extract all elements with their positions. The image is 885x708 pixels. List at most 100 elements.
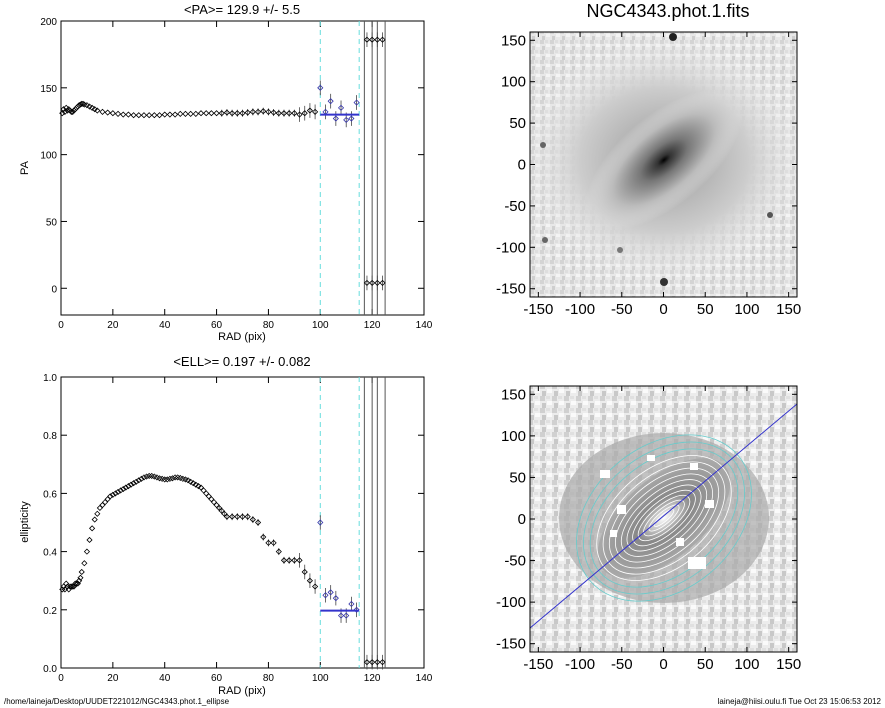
x-tick-label: 140 xyxy=(416,320,433,331)
data-point xyxy=(94,510,101,517)
y-tick-label: 0.6 xyxy=(43,489,57,500)
data-point xyxy=(83,102,90,109)
img-x-tick-label: -50 xyxy=(611,656,633,673)
data-point xyxy=(379,36,386,43)
data-point xyxy=(337,104,345,111)
data-point xyxy=(195,483,202,490)
data-point xyxy=(81,560,88,567)
data-point xyxy=(265,108,272,115)
isophote-ellipse xyxy=(653,509,675,527)
data-point xyxy=(218,110,225,117)
data-point xyxy=(296,111,303,118)
data-point xyxy=(312,108,319,115)
data-point xyxy=(177,474,184,482)
pa-plot-ylabel: PA xyxy=(19,160,31,175)
img-x-tick-label: -50 xyxy=(611,301,633,318)
isophote-image-ticks: -150 -100 -50 0 50 100 150 150 100 50 0 -50 -100 -150 xyxy=(496,386,801,673)
data-point xyxy=(223,109,231,116)
x-tick-label: 100 xyxy=(312,673,329,684)
data-point xyxy=(156,475,163,482)
data-point xyxy=(91,106,98,113)
data-point xyxy=(153,474,161,481)
y-tick-label: 150 xyxy=(40,84,57,95)
data-point xyxy=(151,473,158,480)
data-point xyxy=(59,110,66,117)
data-point xyxy=(164,476,171,483)
data-point xyxy=(332,115,339,122)
data-point xyxy=(166,111,173,118)
x-tick-label: 120 xyxy=(364,673,381,684)
img-x-tick-label: 0 xyxy=(659,656,667,673)
data-point xyxy=(120,111,127,118)
img-y-tick-label: -150 xyxy=(496,636,526,653)
ell-plot: <ELL>= 0.197 +/- 0.082 RAD (pix) ellipti… xyxy=(19,354,433,697)
data-point xyxy=(89,104,96,111)
data-point xyxy=(312,583,319,590)
y-tick-label: 50 xyxy=(46,217,58,228)
data-point xyxy=(114,110,122,117)
img-y-tick-label: 100 xyxy=(501,74,526,91)
img-x-tick-label: -100 xyxy=(565,301,595,318)
data-point xyxy=(192,481,199,488)
data-point xyxy=(61,108,68,115)
img-x-tick-label: 0 xyxy=(659,301,667,318)
ell-plot-ticks: 0 20 40 60 80 100 120 140 1.0 0.8 0.6 0.4 0.2 0.0 xyxy=(43,373,433,684)
data-point xyxy=(138,475,145,482)
img-x-tick-label: 50 xyxy=(697,301,714,318)
data-point xyxy=(332,595,339,602)
data-point xyxy=(135,477,142,484)
y-tick-label: 0.8 xyxy=(43,431,57,442)
data-point xyxy=(122,484,129,491)
data-point xyxy=(291,110,298,117)
data-point xyxy=(244,513,251,520)
data-point xyxy=(343,612,350,619)
y-tick-label: 1.0 xyxy=(43,373,57,384)
data-point xyxy=(68,583,75,590)
img-x-tick-label: 50 xyxy=(697,656,714,673)
data-point xyxy=(379,279,386,286)
data-point xyxy=(114,488,122,496)
isophote-ellipse xyxy=(626,484,702,552)
img-y-tick-label: -100 xyxy=(496,239,526,256)
img-x-tick-label: 100 xyxy=(734,301,759,318)
data-point xyxy=(86,103,93,110)
data-point xyxy=(109,110,116,117)
img-y-tick-label: 50 xyxy=(509,115,526,132)
galaxy-image-ticks: -150 -100 -50 0 50 100 150 150 100 50 0 -50 -100 -150 xyxy=(496,32,801,318)
data-point xyxy=(159,475,166,482)
data-point xyxy=(143,473,150,480)
data-point xyxy=(213,110,220,117)
img-x-tick-label: -150 xyxy=(523,656,553,673)
data-point xyxy=(184,477,192,484)
img-x-tick-label: 150 xyxy=(776,656,801,673)
data-point xyxy=(177,110,184,117)
x-tick-label: 140 xyxy=(416,673,433,684)
data-point xyxy=(59,586,66,593)
pa-plot-vlines xyxy=(319,21,386,315)
data-point xyxy=(260,108,267,115)
isophote-image-panel: -150 -100 -50 0 50 100 150 150 100 50 0 -50 -100 -150 xyxy=(496,385,801,673)
data-point xyxy=(151,112,158,119)
img-x-tick-label: -150 xyxy=(523,301,553,318)
data-point xyxy=(174,474,181,481)
data-point xyxy=(135,112,142,119)
img-y-tick-label: 150 xyxy=(501,32,526,49)
img-y-tick-label: -50 xyxy=(504,198,526,215)
y-tick-label: 100 xyxy=(40,151,57,162)
data-point xyxy=(192,110,199,117)
data-point xyxy=(254,519,262,526)
data-point xyxy=(81,101,88,108)
img-y-tick-label: 100 xyxy=(501,428,526,445)
x-tick-label: 80 xyxy=(263,673,275,684)
isophote-ellipse xyxy=(632,489,696,547)
isophote-ellipse xyxy=(643,499,685,537)
data-point xyxy=(77,574,84,581)
y-tick-label: 200 xyxy=(40,17,57,28)
data-point xyxy=(190,480,197,487)
data-point xyxy=(322,592,329,599)
img-y-tick-label: 50 xyxy=(509,469,526,486)
data-point xyxy=(67,583,74,590)
data-point xyxy=(99,108,106,115)
ell-plot-vlines xyxy=(319,377,386,668)
